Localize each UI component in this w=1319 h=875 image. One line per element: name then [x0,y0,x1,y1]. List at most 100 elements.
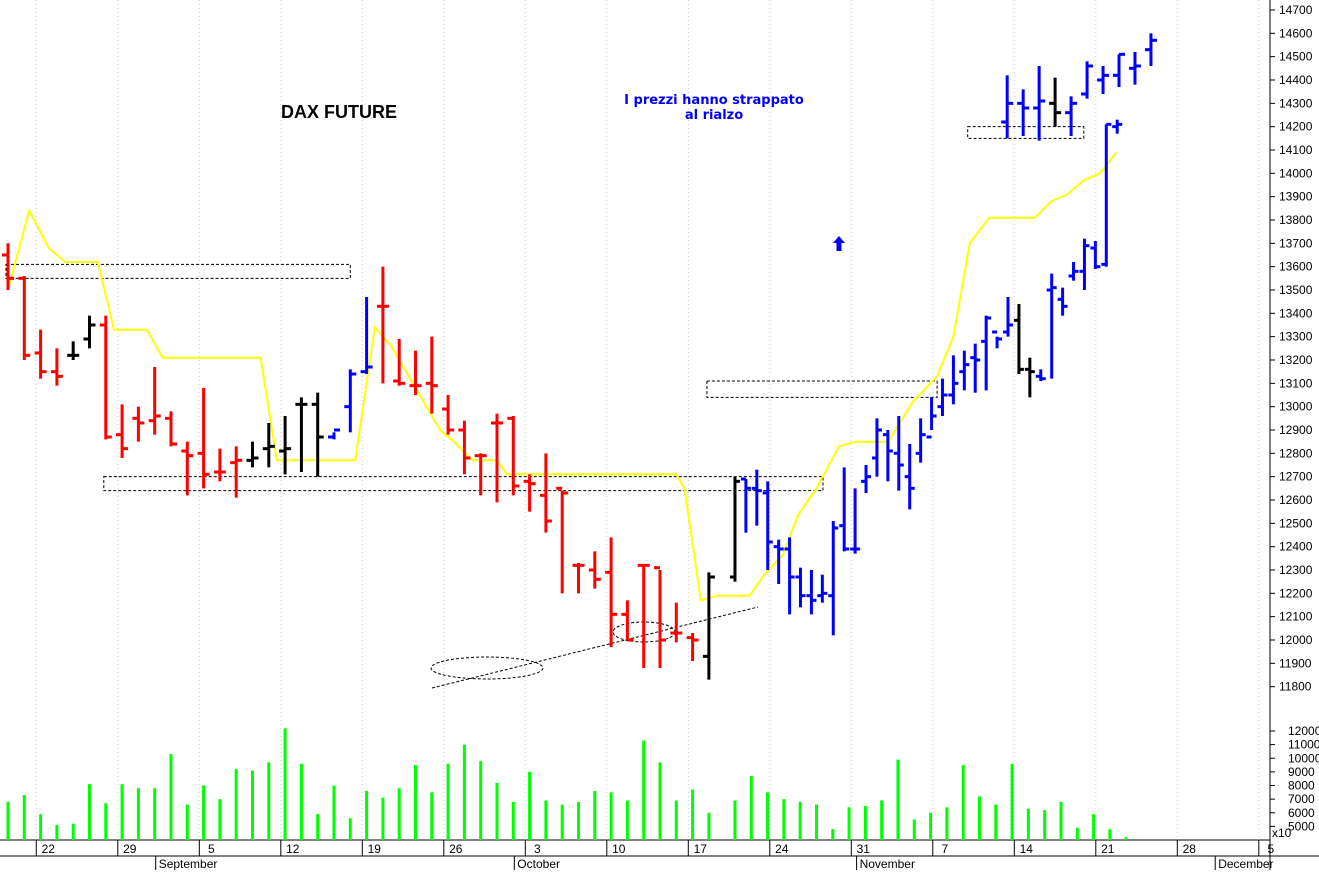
ohlc-bar [1017,89,1030,136]
ohlc-bar [539,453,552,533]
ohlc-bar [970,343,981,393]
ohlc-bar [116,404,129,458]
volume-tick-label: 8000 [1288,779,1315,793]
price-tick-label: 12300 [1279,563,1313,577]
day-tick-label: 5 [208,842,215,856]
resistance-zone-box [967,126,1085,139]
ohlc-bar [1033,66,1046,141]
ohlc-bar [729,476,740,582]
price-tick-label: 14600 [1279,26,1313,40]
volume-tick-label: 5000 [1288,819,1315,833]
ohlc-bar [1001,75,1014,139]
ohlc-bar [2,243,14,290]
price-tick-label: 14200 [1279,120,1313,134]
price-tick-label: 13500 [1279,283,1313,297]
resistance-zone-box [103,476,824,492]
price-tick-label: 13100 [1279,376,1313,390]
price-tick-label: 12100 [1279,610,1313,624]
price-tick-label: 12400 [1279,540,1313,554]
ohlc-bar [393,339,406,386]
month-tick-label: October [517,857,560,870]
ohlc-bar [572,563,585,594]
ohlc-bar [937,378,948,416]
ohlc-bar [360,297,373,374]
ohlc-bar [213,448,226,482]
ohlc-bar [344,369,357,433]
ohlc-bar [181,441,194,496]
ohlc-bar [702,572,715,680]
ohlc-bar [959,350,970,391]
ohlc-bar [99,315,112,440]
ohlc-bar [588,551,601,589]
volume-tick-label: 12000 [1288,724,1319,738]
ohlc-bar [165,411,177,447]
ohlc-bar [686,633,699,661]
ohlc-bar [1046,273,1057,379]
ohlc-bar [850,488,861,554]
ohlc-bar [992,330,1003,349]
month-tick-label: December [1218,857,1273,870]
annotation-line-1: I prezzi hanno strappato [624,93,804,108]
ohlc-bar [637,563,650,668]
ohlc-bar [1113,52,1126,87]
ohlc-bar [507,416,520,496]
price-tick-label: 13000 [1279,400,1313,414]
ohlc-bar [34,329,47,379]
price-tick-label: 14100 [1279,143,1313,157]
ohlc-bar [654,566,666,668]
ohlc-bar [1024,357,1035,398]
ohlc-bar [621,600,634,642]
ohlc-bar [605,537,618,647]
price-axis: 11800 11900 12000 12100 12200 12300 12400 12500… [1270,3,1313,694]
ohlc-bar [295,397,308,472]
ohlc-bar [1097,66,1110,94]
price-tick-label: 14300 [1279,96,1313,110]
price-tick-label: 13900 [1279,190,1313,204]
price-tick-label: 14700 [1279,3,1313,17]
ohlc-bar [262,423,275,468]
price-bars [2,33,1157,680]
month-tick-label: September [159,857,218,870]
price-tick-label: 12700 [1279,470,1313,484]
ohlc-bar [773,539,784,584]
price-tick-label: 13700 [1279,236,1313,250]
rising-support-line [431,606,759,689]
ohlc-bar [1049,77,1062,127]
ohlc-bar [246,441,259,468]
ohlc-bar [132,406,145,442]
ohlc-bar [871,418,882,477]
ohlc-bar [1079,238,1090,290]
ohlc-bar [784,537,795,615]
ohlc-bar [328,428,340,440]
ohlc-bar [1081,61,1094,99]
day-tick-label: 19 [368,842,382,856]
volume-tick-label: 10000 [1288,751,1319,765]
ohlc-bar [861,465,872,493]
price-tick-label: 13600 [1279,260,1313,274]
price-tick-label: 13800 [1279,213,1313,227]
day-tick-label: 7 [941,842,948,856]
ohlc-bar [491,413,503,503]
ohlc-bar [67,341,80,360]
trend-line-series [7,151,1118,602]
ohlc-bar [817,574,828,603]
day-tick-label: 12 [286,842,300,856]
day-tick-label: 22 [42,842,56,856]
ohlc-bar [1068,262,1079,281]
ohlc-bar [1035,369,1046,381]
day-tick-label: 5 [1267,842,1274,856]
day-tick-label: 24 [775,842,789,856]
ohlc-bar [1003,297,1014,337]
day-tick-label: 29 [123,842,137,856]
ohlc-bar [148,367,161,435]
day-tick-label: 21 [1101,842,1115,856]
price-tick-label: 12900 [1279,423,1313,437]
price-tick-label: 12000 [1279,633,1313,647]
ohlc-bar [1065,96,1078,136]
ohlc-bar [795,567,806,608]
price-tick-label: 12800 [1279,446,1313,460]
ohlc-bar [18,276,31,360]
